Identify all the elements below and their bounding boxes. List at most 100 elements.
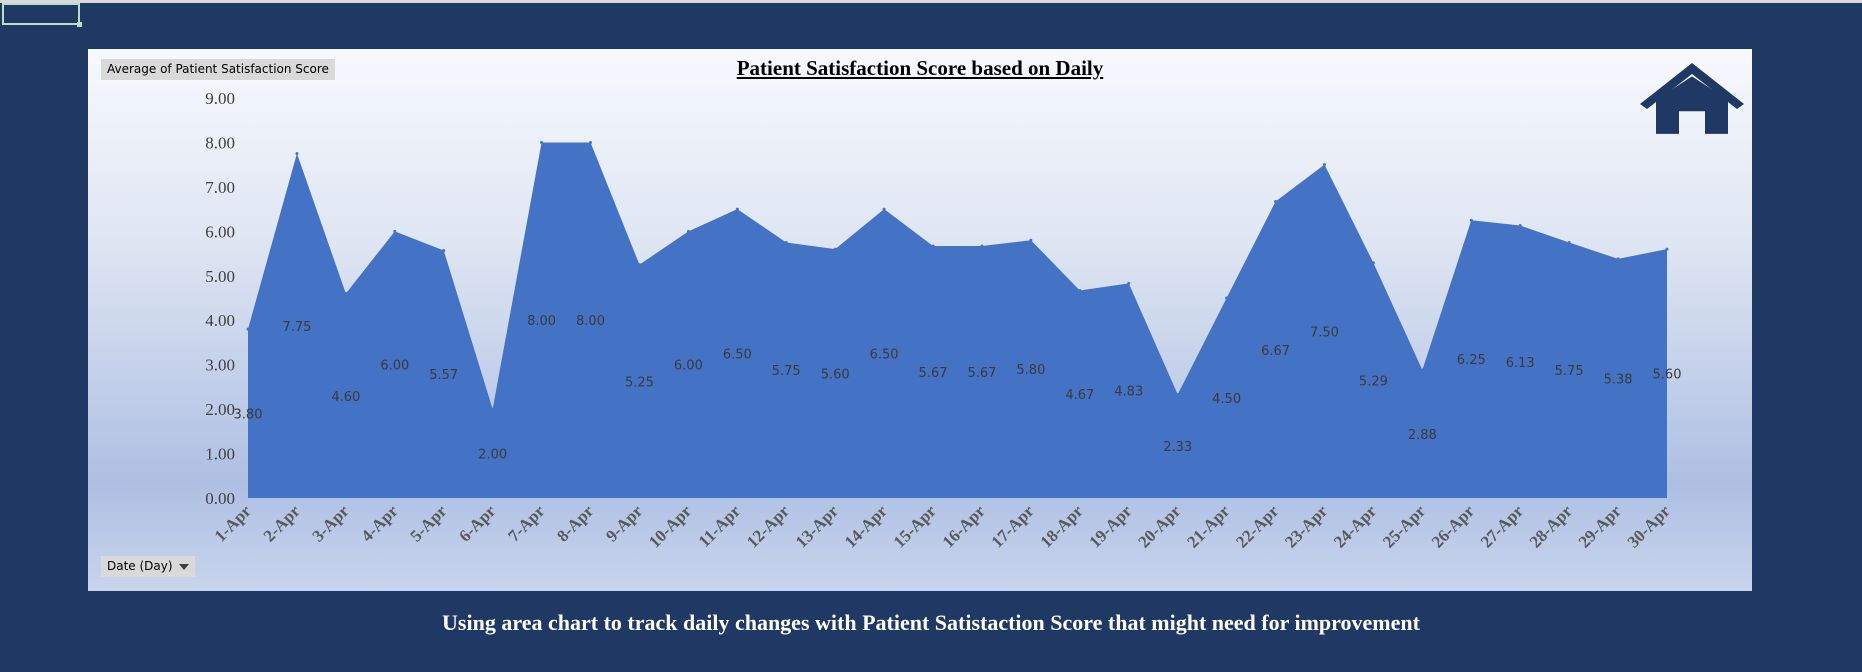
data-point[interactable] (882, 207, 886, 211)
data-point[interactable] (735, 207, 739, 211)
data-label: 5.75 (1555, 364, 1584, 379)
data-point[interactable] (1274, 200, 1278, 204)
data-point[interactable] (637, 263, 641, 267)
x-tick-label: 26-Apr (1428, 501, 1478, 551)
x-tick-label: 13-Apr (792, 501, 842, 551)
data-point[interactable] (931, 244, 935, 248)
chart-panel[interactable]: Average of Patient Satisfaction Score Pa… (88, 49, 1752, 591)
data-point[interactable] (1078, 288, 1082, 292)
series-area[interactable] (248, 142, 1667, 498)
data-label: 5.29 (1359, 374, 1388, 389)
data-label: 2.88 (1408, 428, 1437, 443)
data-label: 6.13 (1506, 356, 1535, 371)
active-cell-selector[interactable] (2, 3, 82, 27)
x-tick-label: 30-Apr (1624, 501, 1674, 551)
data-label: 6.00 (380, 359, 409, 374)
x-tick-label: 18-Apr (1036, 501, 1086, 551)
data-label: 5.75 (772, 364, 801, 379)
y-tick-label: 2.00 (205, 400, 235, 419)
data-point[interactable] (784, 240, 788, 244)
x-tick-label: 21-Apr (1183, 501, 1233, 551)
data-label: 5.57 (429, 368, 458, 383)
value-field-button[interactable]: Average of Patient Satisfaction Score (101, 59, 335, 80)
x-tick-label: 25-Apr (1379, 501, 1429, 551)
data-label: 8.00 (576, 314, 605, 329)
x-tick-label: 24-Apr (1330, 501, 1380, 551)
data-label: 5.80 (1016, 363, 1045, 378)
x-tick-label: 28-Apr (1526, 501, 1576, 551)
fill-handle[interactable] (77, 22, 82, 27)
data-point[interactable] (980, 244, 984, 248)
data-point[interactable] (1029, 238, 1033, 242)
data-point[interactable] (295, 152, 299, 156)
data-point[interactable] (1616, 257, 1620, 261)
data-label: 3.80 (234, 408, 263, 423)
data-label: 4.60 (331, 390, 360, 405)
y-tick-label: 6.00 (205, 222, 235, 241)
data-label: 5.38 (1604, 372, 1633, 387)
data-point[interactable] (344, 292, 348, 296)
data-point[interactable] (393, 229, 397, 233)
data-label: 7.75 (282, 320, 311, 335)
data-point[interactable] (442, 248, 446, 252)
data-point[interactable] (1225, 296, 1229, 300)
x-tick-label: 4-Apr (357, 501, 401, 545)
data-point[interactable] (1127, 281, 1131, 285)
data-point[interactable] (589, 140, 593, 144)
x-tick-label: 5-Apr (406, 501, 450, 545)
data-point[interactable] (833, 247, 837, 251)
y-tick-label: 9.00 (205, 89, 235, 108)
x-tick-label: 14-Apr (841, 501, 891, 551)
data-point[interactable] (1518, 224, 1522, 228)
data-label: 4.67 (1065, 388, 1094, 403)
data-label: 6.67 (1261, 344, 1290, 359)
y-tick-label: 4.00 (205, 311, 235, 330)
data-point[interactable] (491, 407, 495, 411)
axis-field-label: Date (Day) (107, 559, 173, 573)
data-point[interactable] (1371, 261, 1375, 265)
x-tick-label: 7-Apr (504, 501, 548, 545)
data-label: 5.25 (625, 375, 654, 390)
x-tick-label: 6-Apr (455, 501, 499, 545)
data-label: 5.60 (821, 368, 850, 383)
data-point[interactable] (686, 229, 690, 233)
area-chart: 0.00 1.00 2.00 3.00 4.00 5.00 6.00 7.00 8.00 9.00… (205, 89, 1682, 552)
axis-field-button[interactable]: Date (Day) (101, 556, 195, 577)
x-tick-label: 15-Apr (890, 501, 940, 551)
x-tick-label: 29-Apr (1575, 501, 1625, 551)
x-tick-label: 17-Apr (988, 501, 1038, 551)
x-tick-label: 23-Apr (1281, 501, 1331, 551)
chart-title: Patient Satisfaction Score based on Dail… (736, 56, 1104, 80)
x-tick-label: 19-Apr (1085, 501, 1135, 551)
data-point[interactable] (1420, 368, 1424, 372)
data-point[interactable] (246, 327, 250, 331)
data-point[interactable] (1665, 247, 1669, 251)
data-label: 6.00 (674, 359, 703, 374)
x-tick-label: 16-Apr (939, 501, 989, 551)
data-point[interactable] (1176, 392, 1180, 396)
data-label: 2.33 (1163, 440, 1192, 455)
data-label: 6.25 (1457, 353, 1486, 368)
data-label: 2.00 (478, 448, 507, 463)
data-label: 6.50 (870, 348, 899, 363)
data-point[interactable] (1567, 240, 1571, 244)
x-tick-label: 27-Apr (1477, 501, 1527, 551)
data-label: 5.60 (1653, 368, 1682, 383)
data-point[interactable] (1469, 218, 1473, 222)
home-icon[interactable] (1638, 59, 1748, 139)
y-tick-label: 0.00 (205, 489, 235, 508)
footer-caption: Using area chart to track daily changes … (442, 610, 1420, 635)
data-label: 4.50 (1212, 392, 1241, 407)
data-label: 5.67 (967, 366, 996, 381)
chevron-down-icon[interactable] (178, 564, 189, 570)
data-point[interactable] (1322, 163, 1326, 167)
data-point[interactable] (540, 140, 544, 144)
x-tick-label: 20-Apr (1134, 501, 1184, 551)
x-tick-label: 12-Apr (743, 501, 793, 551)
y-tick-label: 3.00 (205, 356, 235, 375)
data-label: 7.50 (1310, 325, 1339, 340)
data-label: 5.67 (919, 366, 948, 381)
sheet-gridline (0, 0, 1862, 3)
x-tick-label: 9-Apr (602, 501, 646, 545)
x-tick-label: 11-Apr (695, 501, 745, 551)
